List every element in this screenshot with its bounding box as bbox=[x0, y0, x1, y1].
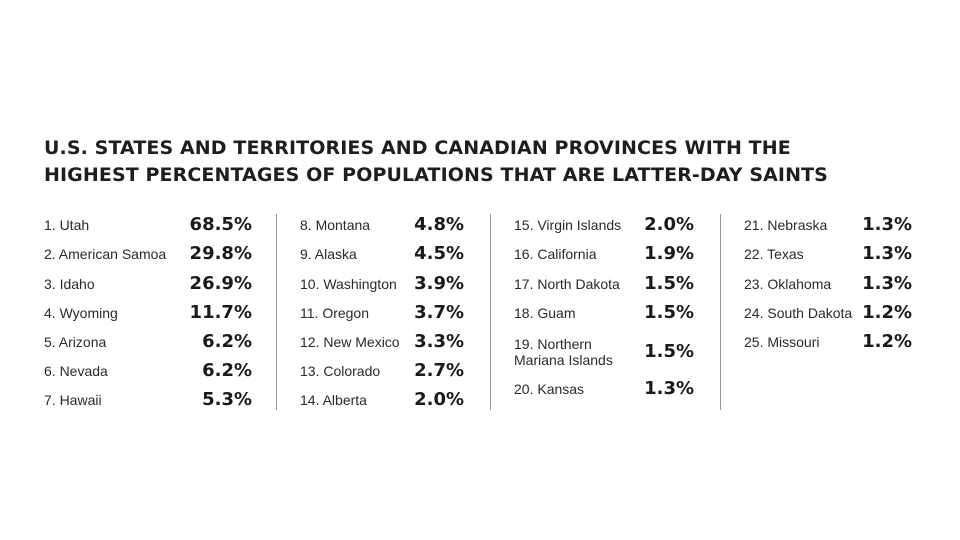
percentage-value: 1.2% bbox=[862, 330, 912, 352]
region-name: 17. North Dakota bbox=[514, 275, 620, 292]
list-item: 15. Virgin Islands 2.0% bbox=[514, 210, 694, 239]
list-item: 5. Arizona 6.2% bbox=[44, 327, 252, 356]
percentage-value: 68.5% bbox=[189, 214, 252, 236]
column-divider bbox=[490, 214, 491, 410]
list-item: 1. Utah 68.5% bbox=[44, 210, 252, 239]
list-item: 13. Colorado 2.7% bbox=[300, 356, 464, 385]
percentage-value: 3.9% bbox=[414, 272, 464, 294]
percentage-value: 4.5% bbox=[414, 243, 464, 265]
column-divider bbox=[720, 214, 721, 410]
percentage-value: 26.9% bbox=[189, 272, 252, 294]
region-name: 13. Colorado bbox=[300, 363, 381, 380]
list-item: 21. Nebraska 1.3% bbox=[744, 210, 912, 239]
percentage-value: 2.0% bbox=[414, 389, 464, 411]
list-item: 18. Guam 1.5% bbox=[514, 298, 694, 327]
percentage-value: 11.7% bbox=[189, 301, 252, 323]
list-item: 20. Kansas 1.3% bbox=[514, 374, 694, 403]
list-item: 4. Wyoming 11.7% bbox=[44, 298, 252, 327]
percentage-value: 29.8% bbox=[189, 243, 252, 265]
region-name: 11. Oregon bbox=[300, 304, 370, 321]
list-item: 16. California 1.9% bbox=[514, 239, 694, 268]
region-name: 9. Alaska bbox=[300, 246, 357, 263]
percentage-value: 1.3% bbox=[644, 377, 694, 399]
region-name: 10. Washington bbox=[300, 275, 397, 292]
percentage-value: 3.7% bbox=[414, 301, 464, 323]
region-name: 8. Montana bbox=[300, 217, 371, 234]
percentage-value: 1.9% bbox=[644, 243, 694, 265]
region-name: 14. Alberta bbox=[300, 392, 367, 409]
list-item: 11. Oregon 3.7% bbox=[300, 298, 464, 327]
list-item: 6. Nevada 6.2% bbox=[44, 356, 252, 385]
percentage-value: 6.2% bbox=[202, 360, 252, 382]
list-item: 2. American Samoa 29.8% bbox=[44, 239, 252, 268]
percentage-value: 1.3% bbox=[862, 272, 912, 294]
region-name: 12. New Mexico bbox=[300, 333, 400, 350]
region-name: 5. Arizona bbox=[44, 333, 107, 350]
percentage-value: 3.3% bbox=[414, 330, 464, 352]
list-item: 24. South Dakota 1.2% bbox=[744, 298, 912, 327]
region-name: 20. Kansas bbox=[514, 380, 585, 397]
list-item: 19. Northern Mariana Islands 1.5% bbox=[514, 327, 694, 374]
region-name: 22. Texas bbox=[744, 246, 804, 263]
region-name: 21. Nebraska bbox=[744, 217, 828, 234]
region-name: 4. Wyoming bbox=[44, 304, 118, 321]
list-item: 22. Texas 1.3% bbox=[744, 239, 912, 268]
percentage-value: 2.7% bbox=[414, 360, 464, 382]
list-item: 3. Idaho 26.9% bbox=[44, 268, 252, 297]
list-item: 23. Oklahoma 1.3% bbox=[744, 268, 912, 297]
list-item: 12. New Mexico 3.3% bbox=[300, 327, 464, 356]
percentage-value: 1.5% bbox=[644, 340, 694, 362]
list-item: 9. Alaska 4.5% bbox=[300, 239, 464, 268]
percentage-value: 1.3% bbox=[862, 243, 912, 265]
region-name: 2. American Samoa bbox=[44, 246, 167, 263]
percentage-value: 1.2% bbox=[862, 301, 912, 323]
percentage-value: 1.5% bbox=[644, 272, 694, 294]
region-name: 6. Nevada bbox=[44, 363, 108, 380]
column-1: 1. Utah 68.5% 2. American Samoa 29.8% 3. Ida… bbox=[44, 210, 252, 414]
list-item: 10. Washington 3.9% bbox=[300, 268, 464, 297]
region-name: 15. Virgin Islands bbox=[514, 217, 622, 234]
region-name: 18. Guam bbox=[514, 304, 576, 321]
percentage-value: 5.3% bbox=[202, 389, 252, 411]
column-2: 8. Montana 4.8% 9. Alaska 4.5% 10. Washingto… bbox=[300, 210, 464, 414]
list-item: 8. Montana 4.8% bbox=[300, 210, 464, 239]
list-item: 14. Alberta 2.0% bbox=[300, 385, 464, 414]
list-item: 17. North Dakota 1.5% bbox=[514, 268, 694, 297]
region-name: 3. Idaho bbox=[44, 275, 95, 292]
column-divider bbox=[276, 214, 277, 410]
title-line-1: U.S. STATES AND TERRITORIES AND CANADIAN… bbox=[44, 137, 791, 159]
percentage-value: 4.8% bbox=[414, 214, 464, 236]
region-name: 16. California bbox=[514, 246, 597, 263]
percentage-value: 2.0% bbox=[644, 214, 694, 236]
page-title: U.S. STATES AND TERRITORIES AND CANADIAN… bbox=[44, 135, 924, 189]
column-4: 21. Nebraska 1.3% 22. Texas 1.3% 23. Oklahom… bbox=[744, 210, 912, 356]
region-name: 23. Oklahoma bbox=[744, 275, 832, 292]
region-name: 7. Hawaii bbox=[44, 392, 102, 409]
region-name: 1. Utah bbox=[44, 217, 90, 234]
percentage-value: 1.3% bbox=[862, 214, 912, 236]
list-item: 7. Hawaii 5.3% bbox=[44, 385, 252, 414]
column-3: 15. Virgin Islands 2.0% 16. California 1.9%… bbox=[514, 210, 694, 403]
title-line-2: HIGHEST PERCENTAGES OF POPULATIONS THAT … bbox=[44, 164, 828, 186]
region-name: 25. Missouri bbox=[744, 333, 820, 350]
region-name: 24. South Dakota bbox=[744, 304, 853, 321]
percentage-value: 6.2% bbox=[202, 330, 252, 352]
list-item: 25. Missouri 1.2% bbox=[744, 327, 912, 356]
percentage-value: 1.5% bbox=[644, 301, 694, 323]
region-name: 19. Northern Mariana Islands bbox=[514, 335, 613, 368]
